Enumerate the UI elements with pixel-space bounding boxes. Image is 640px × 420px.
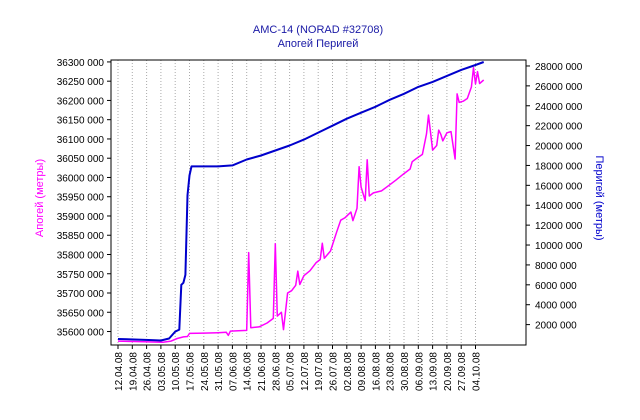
series-layer xyxy=(117,61,485,344)
y-tick-label: 36150 000 xyxy=(57,116,105,127)
x-tick-label: 05.07.08 xyxy=(286,352,297,391)
x-tick-label: 23.08.08 xyxy=(386,352,397,391)
y2-tick-label: 24000 000 xyxy=(535,102,583,113)
y-tick-label: 35650 000 xyxy=(57,308,105,319)
x-tick-label: 24.05.08 xyxy=(200,352,211,391)
x-tick-label: 16.08.08 xyxy=(371,352,382,391)
x-tick-label: 28.06.08 xyxy=(271,352,282,391)
right-axis-label: Перигей (метры) xyxy=(593,155,605,240)
y-tick-label: 36200 000 xyxy=(57,96,105,107)
chart-subtitle: Апогей Перигей xyxy=(278,38,359,50)
x-tick-label: 30.08.08 xyxy=(400,352,411,391)
x-tick-label: 03.05.08 xyxy=(157,352,168,391)
y-tick-label: 36100 000 xyxy=(57,135,105,146)
y2-tick-label: 18000 000 xyxy=(535,161,583,172)
x-tick-label: 21.06.08 xyxy=(257,352,268,391)
x-tick-label: 13.09.08 xyxy=(429,352,440,391)
apogee-series-line xyxy=(117,66,485,344)
gridlines xyxy=(117,60,476,345)
x-tick-label: 10.05.08 xyxy=(171,352,182,391)
y-tick-label: 36050 000 xyxy=(57,154,105,165)
x-tick-label: 06.09.08 xyxy=(414,352,425,391)
x-tick-label: 17.05.08 xyxy=(186,352,197,391)
y2-tick-label: 8000 000 xyxy=(535,261,577,272)
x-tick-label: 12.07.08 xyxy=(300,352,311,391)
y-tick-label: 35750 000 xyxy=(57,270,105,281)
left-axis-label: Апогей (метры) xyxy=(34,159,46,237)
x-tick-label: 27.09.08 xyxy=(457,352,468,391)
y2-tick-label: 12000 000 xyxy=(535,221,583,232)
x-tick-label: 26.04.08 xyxy=(143,352,154,391)
x-tick-label: 14.06.08 xyxy=(243,352,254,391)
chart-title: AMC-14 (NORAD #32708) xyxy=(253,24,383,36)
y-tick-label: 35800 000 xyxy=(57,250,105,261)
x-tick-label: 12.04.08 xyxy=(114,352,125,391)
y2-tick-label: 20000 000 xyxy=(535,142,583,153)
y2-tick-label: 26000 000 xyxy=(535,82,583,93)
x-tick-label: 04.10.08 xyxy=(472,352,483,391)
y-tick-label: 36000 000 xyxy=(57,173,105,184)
y2-tick-label: 22000 000 xyxy=(535,122,583,133)
right-axis: 2000 000 4000 000 6000 000 8000 000 10000 00… xyxy=(526,62,583,332)
y2-tick-label: 4000 000 xyxy=(535,301,577,312)
y2-tick-label: 10000 000 xyxy=(535,241,583,252)
x-axis: 12.04.08 19.04.08 26.04.08 03.05.08 10.05.08… xyxy=(114,345,483,391)
y-tick-label: 35900 000 xyxy=(57,212,105,223)
perigee-series-line xyxy=(117,61,485,342)
x-tick-label: 02.08.08 xyxy=(343,352,354,391)
y2-tick-label: 28000 000 xyxy=(535,62,583,73)
y-tick-label: 35850 000 xyxy=(57,231,105,242)
y-tick-label: 36300 000 xyxy=(57,58,105,69)
y2-tick-label: 14000 000 xyxy=(535,201,583,212)
y2-tick-label: 6000 000 xyxy=(535,281,577,292)
y2-tick-label: 16000 000 xyxy=(535,181,583,192)
x-tick-label: 09.08.08 xyxy=(357,352,368,391)
y-tick-label: 35600 000 xyxy=(57,328,105,339)
y2-tick-label: 2000 000 xyxy=(535,321,577,332)
x-tick-label: 26.07.08 xyxy=(329,352,340,391)
x-tick-label: 19.04.08 xyxy=(128,352,139,391)
x-tick-label: 20.09.08 xyxy=(443,352,454,391)
x-tick-label: 07.06.08 xyxy=(228,352,239,391)
x-tick-label: 19.07.08 xyxy=(314,352,325,391)
y-tick-label: 35950 000 xyxy=(57,193,105,204)
left-axis: 35600 000 35650 000 35700 000 35750 000 3580… xyxy=(57,58,111,339)
x-tick-label: 31.05.08 xyxy=(214,352,225,391)
y-tick-label: 36250 000 xyxy=(57,77,105,88)
y-tick-label: 35700 000 xyxy=(57,289,105,300)
